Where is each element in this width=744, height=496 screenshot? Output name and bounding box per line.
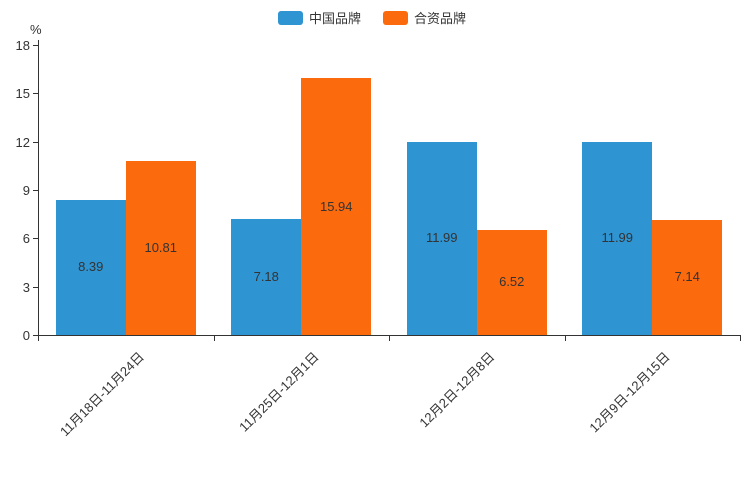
x-tick-mark xyxy=(213,335,215,341)
y-axis-unit-label: % xyxy=(30,22,42,37)
y-tick-label: 9 xyxy=(22,183,30,198)
legend-swatch-icon xyxy=(383,10,408,25)
y-tick-mark xyxy=(33,141,38,143)
legend-swatch-icon xyxy=(277,10,303,25)
bar-中国品牌-1 xyxy=(231,219,302,335)
y-tick-label: 0 xyxy=(22,328,30,343)
bar-合资品牌-3 xyxy=(652,219,723,335)
x-category-label: 12月2日-12月8日 xyxy=(416,349,498,431)
legend-label: 中国品牌 xyxy=(308,11,361,26)
bar-中国品牌-2 xyxy=(406,141,477,335)
bar-中国品牌-0 xyxy=(55,199,126,335)
x-tick-mark xyxy=(389,335,390,341)
bar-合资品牌-2 xyxy=(476,229,547,335)
legend: 中国品牌 合资品牌 xyxy=(0,8,744,27)
y-tick-mark xyxy=(33,335,38,336)
y-axis-line xyxy=(38,40,39,335)
bar-中国品牌-3 xyxy=(582,141,653,335)
x-tick-mark xyxy=(740,335,741,341)
legend-label: 合资品牌 xyxy=(414,11,467,26)
y-tick-mark xyxy=(33,238,38,240)
x-category-label: 12月9日-12月15日 xyxy=(586,349,673,436)
x-category-label: 11月25日-12月1日 xyxy=(236,349,322,435)
y-tick-label: 6 xyxy=(22,231,30,247)
x-category-label: 11月18日-11月24日 xyxy=(56,349,147,440)
x-tick-mark xyxy=(564,335,566,341)
x-tick-mark xyxy=(38,335,39,341)
y-tick-label: 18 xyxy=(15,38,30,53)
y-tick-label: 15 xyxy=(15,86,30,102)
y-tick-mark xyxy=(33,93,38,95)
bar-合资品牌-1 xyxy=(301,78,372,335)
y-tick-label: 12 xyxy=(15,134,30,150)
legend-item[interactable]: 中国品牌 xyxy=(277,8,361,27)
y-tick-mark xyxy=(33,286,38,288)
legend-item[interactable]: 合资品牌 xyxy=(383,8,466,27)
y-tick-label: 3 xyxy=(22,279,30,295)
y-tick-mark xyxy=(33,45,38,46)
y-tick-mark xyxy=(33,190,38,191)
bar-合资品牌-0 xyxy=(125,160,196,335)
